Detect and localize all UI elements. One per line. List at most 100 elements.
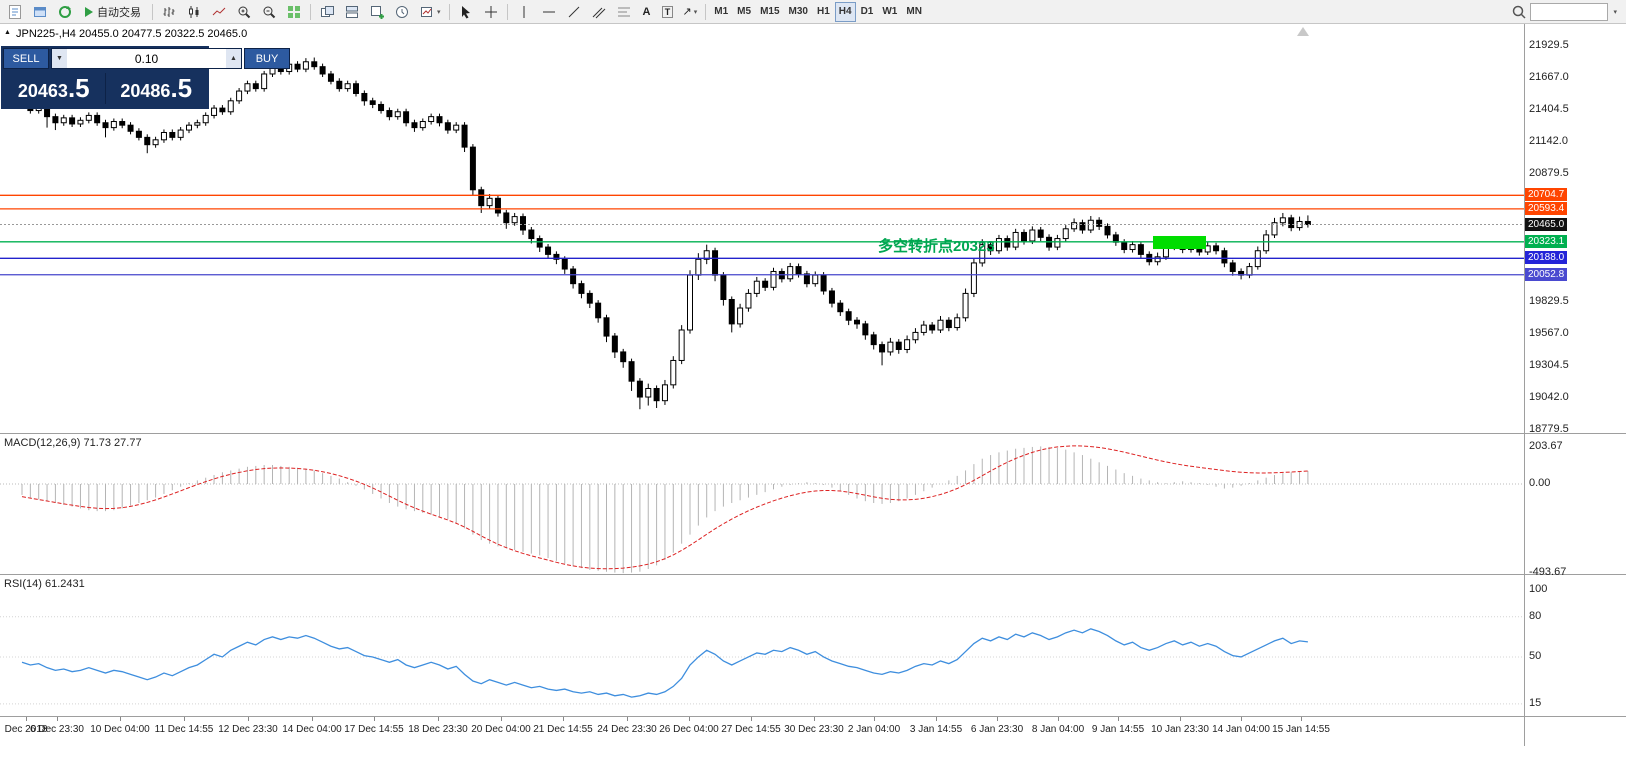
time-label: 30 Dec 23:30: [784, 724, 844, 735]
toolbar-separator: [310, 3, 311, 20]
chart-annotation-text[interactable]: 多空转折点20323: [878, 238, 995, 255]
profiles-button[interactable]: [28, 2, 52, 22]
axis-tick: 50: [1529, 649, 1542, 662]
zoom-in-icon: [238, 6, 251, 18]
timeframe-m1-button[interactable]: M1: [710, 2, 732, 22]
cursor-tool-button[interactable]: [454, 2, 478, 22]
price-badge: 20323.1: [1525, 234, 1568, 248]
time-tick: [1301, 717, 1302, 721]
timeframe-w1-button[interactable]: W1: [878, 2, 901, 22]
timeframe-m15-button[interactable]: M15: [756, 2, 783, 22]
search-box: ▾: [1511, 2, 1617, 21]
time-label: 10 Jan 23:30: [1151, 724, 1209, 735]
timeframe-mn-button[interactable]: MN: [902, 2, 926, 22]
time-label: Dec 2018: [4, 724, 48, 735]
bar-chart-mode-button[interactable]: [157, 2, 181, 22]
fibonacci-tool-button[interactable]: [612, 2, 636, 22]
time-tick: [689, 717, 690, 721]
profiles-icon: [34, 6, 46, 17]
new-order-icon: [9, 4, 21, 19]
axis-tick: 80: [1529, 609, 1542, 622]
time-tick: [374, 717, 375, 721]
cascade-windows-button[interactable]: [315, 2, 339, 22]
time-tick: [184, 717, 185, 721]
price-chart-canvas[interactable]: [0, 24, 1524, 746]
time-tick: [751, 717, 752, 721]
tile-windows-button[interactable]: [282, 2, 306, 22]
time-axis[interactable]: Dec 2018 6 Dec 23:30 10 Dec 04:00 11 Dec 14…: [0, 717, 1524, 745]
label-tool-icon: T: [661, 5, 674, 18]
timeframe-h4-button[interactable]: H4: [834, 1, 856, 22]
autotrade-button[interactable]: 自动交易: [78, 2, 148, 22]
axis-tick: 21404.5: [1529, 103, 1569, 115]
one-click-trade-panel: SELL ▼ ▲ BUY 20463.5 20486.5: [1, 46, 290, 109]
zoom-out-button[interactable]: [257, 2, 281, 22]
timeframe-m5-button[interactable]: M5: [733, 2, 755, 22]
sell-button[interactable]: SELL: [3, 48, 49, 69]
zoom-in-button[interactable]: [232, 2, 256, 22]
time-tick: [57, 717, 58, 721]
buy-price-frac: .5: [170, 72, 193, 103]
buy-price-main: 20486: [120, 80, 171, 101]
panel-separator-macd-rsi[interactable]: [0, 574, 1626, 575]
time-tick: [248, 717, 249, 721]
line-chart-mode-button[interactable]: [207, 2, 231, 22]
new-order-button[interactable]: [3, 2, 27, 22]
sell-price[interactable]: 20463.5: [3, 73, 105, 104]
time-tick: [1118, 717, 1119, 721]
timeframe-m30-button[interactable]: M30: [785, 2, 812, 22]
new-chart-icon: [371, 5, 384, 19]
timeframe-h1-button[interactable]: H1: [813, 2, 834, 22]
sell-price-main: 20463: [17, 80, 68, 101]
volume-input[interactable]: [67, 49, 226, 68]
time-label: 24 Dec 23:30: [597, 724, 657, 735]
volume-up-button[interactable]: ▲: [226, 49, 241, 68]
price-badge: 20052.8: [1525, 267, 1568, 281]
caret-down-icon: ▾: [693, 8, 698, 16]
axis-tick: 21667.0: [1529, 71, 1569, 83]
crosshair-tool-button[interactable]: [479, 2, 503, 22]
timeframe-d1-button[interactable]: D1: [857, 2, 878, 22]
new-chart-button[interactable]: [365, 2, 389, 22]
trendline-tool-button[interactable]: [562, 2, 586, 22]
search-caret-down-icon: ▾: [1613, 8, 1617, 16]
volume-dropdown-button[interactable]: ▼: [52, 49, 67, 68]
horizontal-line-tool-button[interactable]: [537, 2, 561, 22]
horizontal-line-icon: [542, 11, 555, 12]
time-tick: [120, 717, 121, 721]
refresh-button[interactable]: [53, 2, 77, 22]
panel-separator-main-macd[interactable]: [0, 433, 1626, 434]
time-label: 11 Dec 14:55: [154, 724, 214, 735]
time-label: 27 Dec 14:55: [721, 724, 781, 735]
templates-button[interactable]: ▾: [415, 2, 445, 22]
channel-tool-button[interactable]: [587, 2, 611, 22]
time-tick: [997, 717, 998, 721]
search-input[interactable]: [1530, 2, 1609, 21]
refresh-icon: [59, 5, 71, 18]
tile-horizontal-icon: [346, 5, 358, 18]
bar-chart-icon: [163, 6, 175, 17]
candle-chart-mode-button[interactable]: [182, 2, 206, 22]
text-tool-button[interactable]: A: [637, 2, 657, 22]
price-badge: 20465.0: [1525, 217, 1568, 231]
rsi-label: RSI(14) 61.2431: [4, 578, 85, 590]
one-click-collapse-arrow[interactable]: ▲: [4, 29, 11, 36]
period-clock-button[interactable]: [390, 2, 414, 22]
clock-icon: [396, 5, 408, 18]
axis-tick: 203.67: [1529, 440, 1563, 453]
label-tool-button[interactable]: T: [658, 2, 678, 22]
vertical-line-tool-button[interactable]: [512, 2, 536, 22]
time-label: 15 Jan 14:55: [1272, 724, 1330, 735]
buy-button[interactable]: BUY: [244, 48, 290, 69]
buy-price[interactable]: 20486.5: [104, 72, 208, 104]
tile-horizontal-button[interactable]: [340, 2, 364, 22]
panel-separator-rsi-time: [0, 716, 1626, 717]
arrows-tool-button[interactable]: ↗ ▾: [679, 2, 702, 22]
time-label: 2 Jan 04:00: [847, 724, 901, 735]
axis-tick: 100: [1529, 583, 1548, 595]
trendline-icon: [568, 6, 579, 17]
axis-tick: 20879.5: [1529, 167, 1569, 179]
time-label: 17 Dec 14:55: [344, 724, 404, 735]
toolbar-separator: [448, 3, 450, 20]
price-axis[interactable]: 21929.5 21667.0 21404.5 21142.0 20879.5 19829…: [1524, 24, 1626, 746]
